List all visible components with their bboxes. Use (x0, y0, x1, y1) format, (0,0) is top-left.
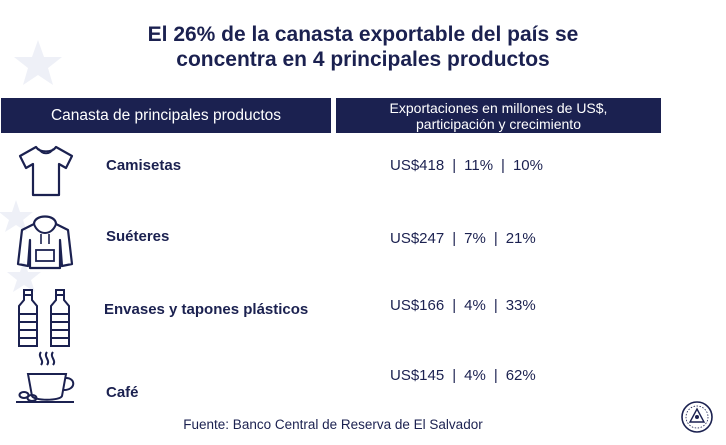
table-row: US$418 | 11% | 10% (390, 157, 543, 174)
export-value: US$166 (390, 297, 445, 314)
hoodie-icon (16, 215, 74, 270)
product-name: Café (106, 384, 139, 401)
separator: | (493, 367, 498, 384)
title-line-2: concentra en 4 principales productos (176, 48, 550, 71)
separator: | (452, 297, 457, 314)
growth-value: 33% (505, 297, 536, 314)
table-row: US$145 | 4% | 62% (390, 367, 536, 384)
source-note: Fuente: Banco Central de Reserva de El S… (183, 417, 483, 432)
separator: | (452, 230, 457, 247)
export-value: US$247 (390, 230, 445, 247)
header-exports-line-2: participación y crecimiento (416, 115, 581, 132)
header-exports-line-1: Exportaciones en millones de US$, (389, 99, 608, 116)
share-value: 4% (464, 297, 486, 314)
el-salvador-seal-icon (681, 401, 713, 433)
export-value: US$145 (390, 367, 445, 384)
growth-value: 62% (505, 367, 536, 384)
separator: | (493, 297, 498, 314)
table-row: US$166 | 4% | 33% (390, 297, 536, 314)
separator: | (493, 230, 498, 247)
product-name: Camisetas (106, 157, 182, 174)
table-row: US$247 | 7% | 21% (390, 230, 536, 247)
export-value: US$418 (390, 157, 445, 174)
share-value: 7% (464, 230, 486, 247)
separator: | (501, 157, 505, 174)
separator: | (452, 157, 457, 174)
header-products-label: Canasta de principales productos (50, 106, 282, 124)
share-value: 4% (464, 367, 486, 384)
separator: | (452, 367, 457, 384)
growth-value: 10% (512, 157, 543, 174)
header-exports: Exportaciones en millones de US$, partic… (336, 98, 661, 133)
header-products: Canasta de principales productos (1, 98, 331, 133)
page-title: El 26% de la canasta exportable del país… (0, 22, 726, 72)
product-name: Suéteres (106, 228, 170, 245)
growth-value: 21% (505, 230, 536, 247)
title-line-1: El 26% de la canasta exportable del país… (147, 23, 579, 46)
coffee-cup-icon (16, 351, 75, 403)
bottles-icon (18, 289, 70, 347)
tshirt-icon (18, 145, 74, 197)
product-name: Envases y tapones plásticos (104, 301, 309, 318)
share-value: 11% (464, 157, 494, 174)
